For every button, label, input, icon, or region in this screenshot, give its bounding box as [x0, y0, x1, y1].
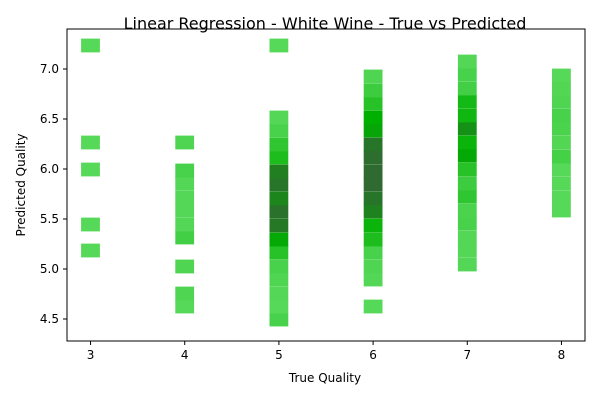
x-tick-label: 8	[558, 348, 566, 362]
heatmap-cell	[175, 299, 195, 314]
heatmap-cell	[269, 177, 289, 192]
heatmap-cell	[175, 259, 195, 274]
heatmap-cell	[269, 272, 289, 287]
heatmap-cell	[269, 38, 289, 53]
y-axis-ticks: 4.5 5.0 5.5 6.0 6.5 7.0	[40, 62, 67, 326]
x-tick-label: 6	[369, 348, 377, 362]
heatmap-cell	[81, 38, 100, 53]
heatmap-cell	[552, 108, 571, 123]
heatmap-cell	[363, 259, 383, 274]
heatmap-cell	[363, 96, 383, 111]
y-tick-label: 6.5	[40, 112, 59, 126]
heatmap-cell	[269, 286, 289, 301]
heatmap-cell	[363, 164, 383, 179]
heatmap-cell	[457, 230, 477, 245]
heatmap-cell	[552, 81, 571, 96]
heatmap-cell	[457, 216, 477, 231]
heatmap-cell	[552, 162, 571, 177]
heatmap-cell	[552, 68, 571, 83]
heatmap-cell	[269, 204, 289, 219]
heatmap-cell	[552, 176, 571, 191]
heatmap-cell	[552, 94, 571, 109]
x-tick-label: 4	[181, 348, 189, 362]
heatmap-cell	[457, 203, 477, 218]
heatmap-cell	[363, 204, 383, 219]
heatmap-cell	[81, 217, 100, 232]
heatmap-cell	[363, 232, 383, 247]
y-tick-label: 5.0	[40, 262, 59, 276]
heatmap-cell	[175, 176, 195, 191]
heatmap-cell	[175, 190, 195, 205]
heatmap-cell	[457, 94, 477, 109]
heatmap-cell	[269, 164, 289, 179]
heatmap-cell	[457, 162, 477, 177]
heatmap-cells	[81, 38, 571, 327]
heatmap-cell	[81, 162, 100, 177]
heatmap-cell	[175, 163, 195, 178]
heatmap-cell	[552, 203, 571, 218]
heatmap-cell	[363, 272, 383, 287]
x-tick-label: 5	[275, 348, 283, 362]
heatmap-cell	[457, 54, 477, 69]
heatmap-cell	[175, 217, 195, 232]
x-tick-label: 3	[87, 348, 95, 362]
heatmap-cell	[175, 135, 195, 150]
heatmap-cell	[269, 299, 289, 314]
heatmap-cell	[81, 135, 100, 150]
y-tick-label: 7.0	[40, 62, 59, 76]
heatmap-cell	[363, 299, 383, 314]
x-tick-label: 7	[463, 348, 471, 362]
heatmap-cell	[457, 135, 477, 150]
heatmap-cell	[363, 177, 383, 192]
heatmap-cell	[457, 121, 477, 136]
heatmap-cell	[269, 137, 289, 152]
heatmap-cell	[552, 121, 571, 136]
heatmap-cell	[269, 150, 289, 165]
heatmap-cell	[363, 218, 383, 233]
heatmap-cell	[363, 110, 383, 125]
x-axis-label: True Quality	[288, 371, 361, 385]
heatmap-cell	[552, 190, 571, 205]
heatmap-cell	[363, 191, 383, 206]
heatmap-cell	[269, 312, 289, 327]
heatmap-cell	[552, 149, 571, 164]
heatmap-cell	[269, 259, 289, 274]
heatmap-cell	[457, 257, 477, 272]
y-tick-label: 4.5	[40, 312, 59, 326]
heatmap-cell	[269, 123, 289, 138]
y-tick-label: 5.5	[40, 212, 59, 226]
heatmap-cell	[269, 245, 289, 260]
heatmap-cell	[457, 108, 477, 123]
heatmap-cell	[363, 123, 383, 138]
y-axis-label: Predicted Quality	[14, 133, 28, 236]
heatmap-cell	[363, 69, 383, 84]
heatmap-cell	[457, 67, 477, 82]
heatmap-cell	[457, 176, 477, 191]
heatmap-cell	[363, 245, 383, 260]
x-axis-ticks: 3 4 5 6 7 8	[87, 341, 566, 362]
chart-title: Linear Regression - White Wine - True vs…	[124, 14, 527, 33]
heatmap-cell	[269, 218, 289, 233]
plot-area-frame	[66, 28, 586, 342]
y-tick-label: 6.0	[40, 162, 59, 176]
heatmap-cell	[457, 81, 477, 96]
heatmap-cell	[269, 110, 289, 125]
heatmap-cell	[175, 230, 195, 245]
heatmap-cell	[363, 150, 383, 165]
heatmap-cell	[552, 135, 571, 150]
heatmap-cell	[81, 243, 100, 258]
heatmap-cell	[269, 191, 289, 206]
heatmap-cell	[457, 189, 477, 204]
heatmap-cell	[363, 137, 383, 152]
heatmap-cell	[269, 232, 289, 247]
heatmap-cell	[175, 203, 195, 218]
heatmap-cell	[175, 286, 195, 301]
heatmap-cell	[457, 148, 477, 163]
heatmap-cell	[363, 83, 383, 98]
heatmap-cell	[457, 243, 477, 258]
